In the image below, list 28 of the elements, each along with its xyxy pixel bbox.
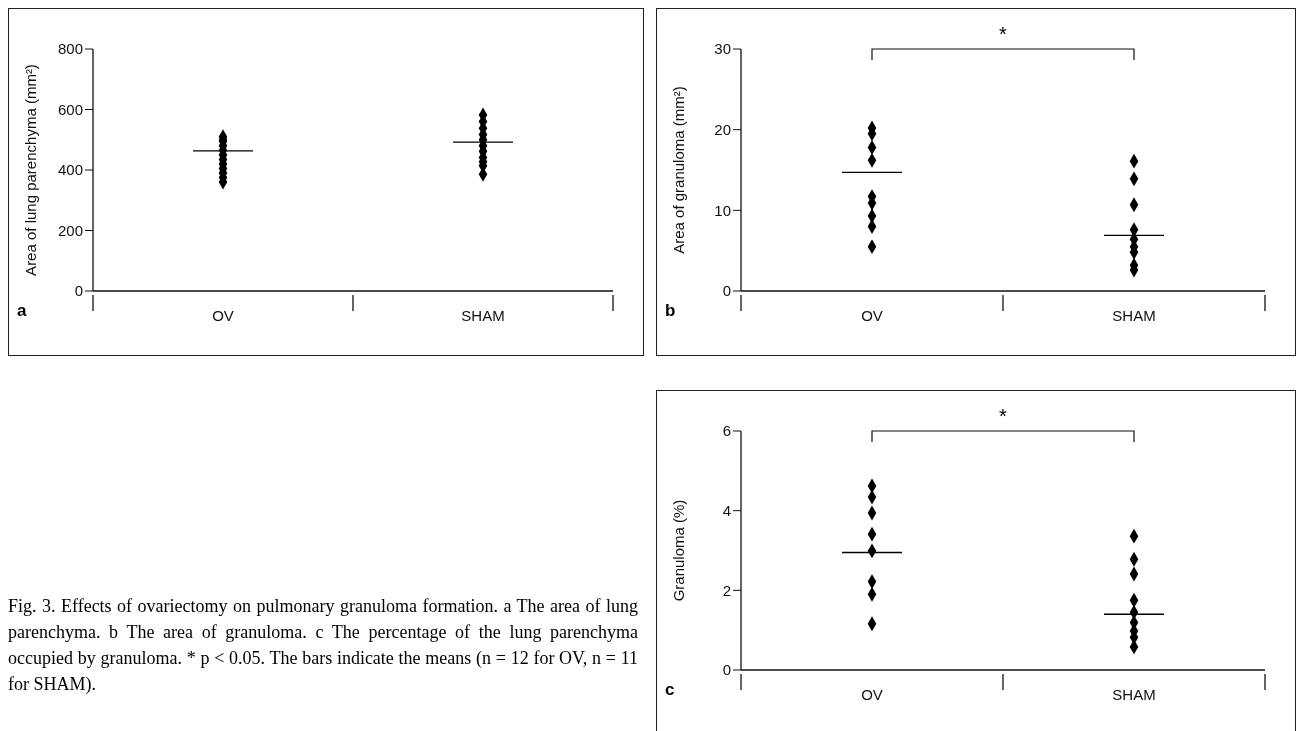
y-tick-label: 6: [722, 422, 731, 440]
y-tick-label: 0: [722, 282, 731, 300]
y-tick-label: 10: [714, 201, 731, 219]
text: b: [665, 301, 676, 321]
x-tick-label: SHAM: [461, 307, 505, 324]
x-tick-label: OV: [861, 307, 883, 324]
y-tick-label: 2: [722, 581, 731, 599]
y-axis-title: Area of lung parenchyma (mm²): [22, 64, 40, 276]
y-tick-label: 0: [722, 661, 731, 679]
text: a: [17, 301, 27, 321]
y-tick-label: 20: [714, 120, 731, 138]
x-tick-label: SHAM: [1112, 686, 1156, 703]
x-tick-label: OV: [212, 307, 234, 324]
text: *: [998, 405, 1008, 428]
y-tick-label: 30: [714, 40, 731, 58]
y-tick-label: 0: [74, 282, 83, 300]
y-axis-title: Area of granuloma (mm²): [670, 86, 688, 254]
x-tick-label: SHAM: [1112, 307, 1156, 324]
caption: Fig. 3. Effects of ovariectomy on pulmonary granuloma formation. a The area of lung parenchyma. b The area of granuloma. c The percentage of the lung parenchyma occupied by granuloma. * p < 0.05. The bars indicate the means (n = 12 for OV, n = 11 for SHAM).: [8, 595, 638, 696]
y-tick-label: 800: [57, 40, 83, 58]
y-axis-title: Granuloma (%): [670, 499, 688, 602]
text: *: [998, 23, 1008, 46]
text: c: [665, 680, 675, 700]
y-tick-label: 4: [722, 501, 731, 519]
y-tick-label: 600: [57, 100, 83, 118]
y-tick-label: 400: [57, 161, 83, 179]
x-tick-label: OV: [861, 686, 883, 703]
y-tick-label: 200: [57, 221, 83, 239]
